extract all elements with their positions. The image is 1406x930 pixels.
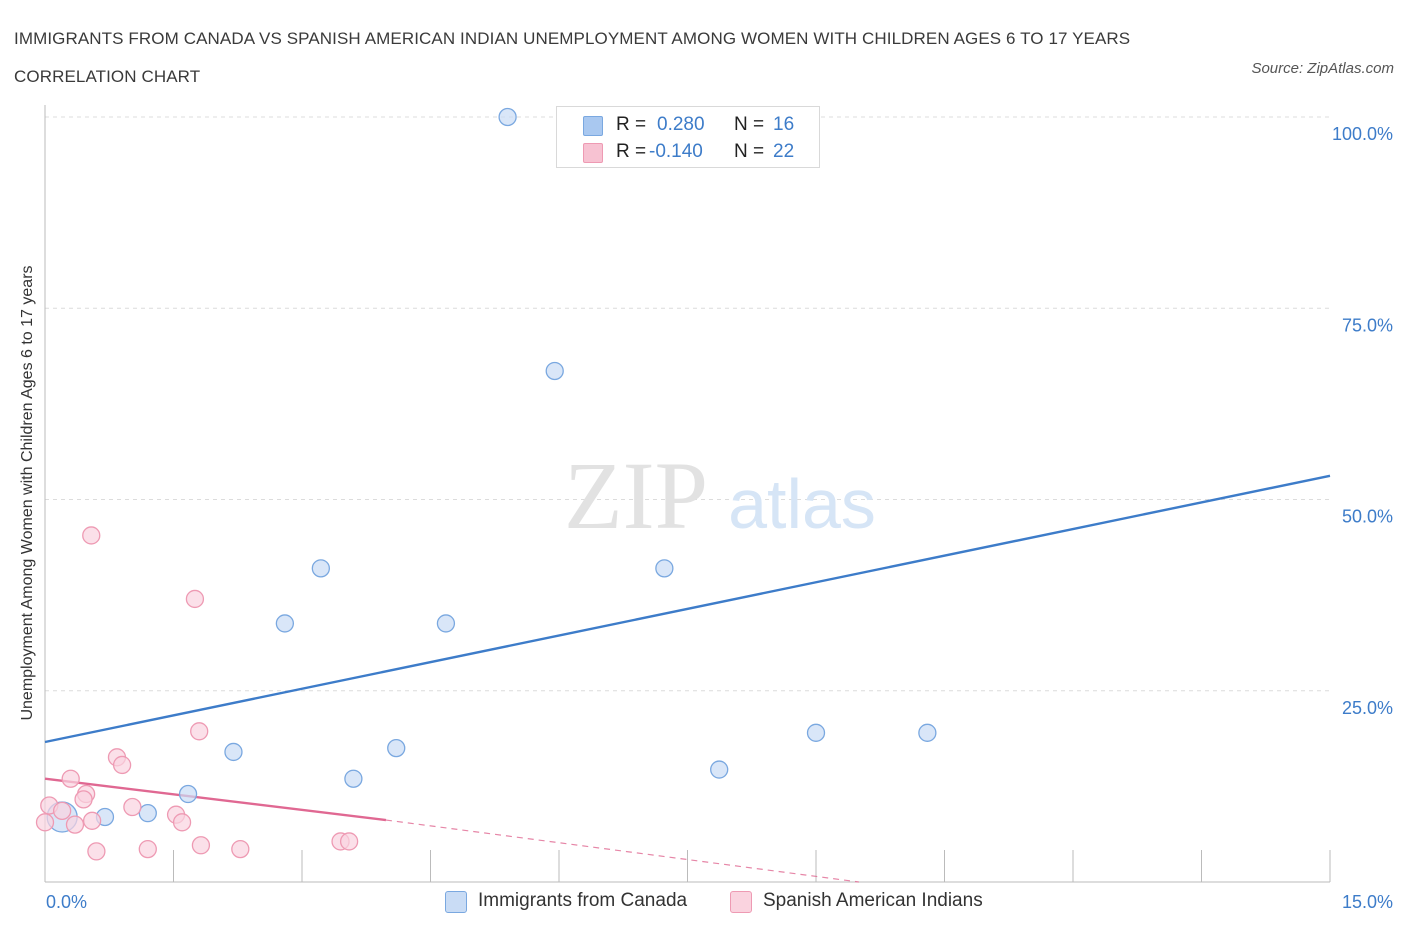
bottom-legend-swatch-canada [445,891,467,913]
data-point-spanish-american-indians [172,813,192,832]
legend-n-value: 16 [773,114,795,135]
trend-line-canada [44,474,1331,744]
legend-n-label: N = [734,141,765,162]
legend-swatch-canada [583,116,603,136]
y-tick-label: 75.0% [1342,315,1393,335]
watermark-atlas: atlas [728,465,876,543]
legend-r-label: R = [616,114,647,135]
trend-line-extension [385,819,859,883]
data-point-spanish-american-indians [191,836,211,855]
data-point-spanish-american-indians [74,790,93,809]
data-point-spanish-american-indians [87,842,106,861]
grid-lines [45,116,1330,692]
data-point-spanish-american-indians [231,839,250,859]
x-tick-label-max: 15.0% [1342,892,1393,912]
data-points [35,107,937,861]
legend-n-label: N = [734,114,765,135]
data-point-spanish-american-indians [82,811,102,830]
data-point-canada [224,742,243,762]
legend-r-value: 0.280 [657,114,705,135]
watermark-zip: ZIP [564,442,708,549]
data-point-canada [436,614,456,633]
data-point-spanish-american-indians [339,832,359,851]
data-point-canada [387,738,406,758]
data-point-spanish-american-indians [61,769,80,788]
data-point-canada [806,723,826,742]
chart-title: IMMIGRANTS FROM CANADA VS SPANISH AMERIC… [14,29,1131,86]
bottom-legend-label-spanish-american-indians: Spanish American Indians [763,890,983,911]
data-point-canada [275,614,295,633]
legend-r-label: R = [616,141,647,162]
data-point-canada [138,804,157,823]
data-point-spanish-american-indians [52,801,72,821]
x-tick-label-min: 0.0% [46,892,87,912]
tick-labels: 100.0% 75.0% 50.0% 25.0% 0.0% 15.0% [46,124,1393,912]
data-point-canada [344,769,363,788]
y-tick-label: 50.0% [1342,507,1393,527]
trend-line-spanish-american-indians [44,777,387,822]
axes [44,105,1331,883]
legend-r-value: -0.140 [649,141,703,162]
data-point-spanish-american-indians [190,722,209,741]
data-point-spanish-american-indians [65,815,85,834]
data-point-spanish-american-indians [185,589,205,609]
source-label: Source: ZipAtlas.com [1251,60,1394,77]
data-point-spanish-american-indians [35,813,55,832]
y-tick-label: 100.0% [1332,124,1393,144]
legend-n-value: 22 [773,141,795,162]
legend-swatch-spanish-american-indians [583,143,603,163]
y-tick-label: 25.0% [1342,698,1393,718]
data-point-spanish-american-indians [112,755,132,775]
data-point-spanish-american-indians [82,526,101,545]
data-point-spanish-american-indians [138,839,157,859]
data-point-spanish-american-indians [123,797,142,817]
data-point-canada [498,107,517,127]
data-point-canada [545,361,564,381]
bottom-legend-swatch-spanish-american-indians [730,891,752,913]
data-point-canada [178,784,198,804]
data-point-canada [710,760,729,779]
trend-lines [44,474,1331,883]
watermark: ZIP atlas [564,442,876,549]
data-point-canada [655,559,674,578]
data-point-canada [918,723,937,742]
bottom-legend-label-canada: Immigrants from Canada [478,890,688,911]
data-point-canada [311,559,330,578]
correlation-legend: R = 0.280 N = 16 R = -0.140 N = 22 [556,106,820,168]
